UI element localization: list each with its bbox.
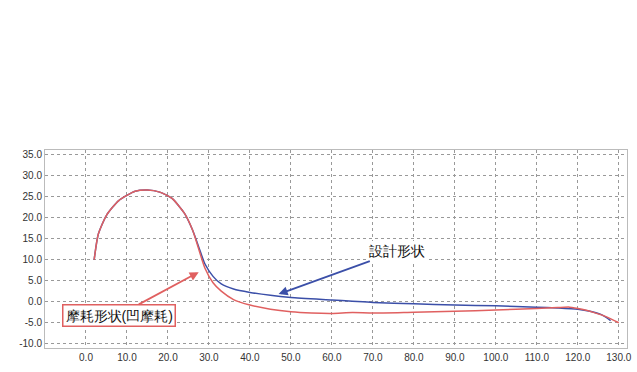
svg-text:設計形状: 設計形状 [369, 243, 425, 259]
svg-text:130.0: 130.0 [606, 352, 631, 363]
svg-text:20.0: 20.0 [23, 212, 43, 223]
svg-text:60.0: 60.0 [322, 352, 342, 363]
svg-text:0.0: 0.0 [79, 352, 93, 363]
svg-text:10.0: 10.0 [117, 352, 137, 363]
svg-text:80.0: 80.0 [404, 352, 424, 363]
svg-text:0.0: 0.0 [28, 296, 42, 307]
svg-text:40.0: 40.0 [240, 352, 260, 363]
svg-text:5.0: 5.0 [28, 275, 42, 286]
svg-text:-10.0: -10.0 [19, 338, 42, 349]
svg-text:20.0: 20.0 [158, 352, 178, 363]
svg-text:50.0: 50.0 [281, 352, 301, 363]
svg-text:120.0: 120.0 [565, 352, 590, 363]
svg-text:10.0: 10.0 [23, 254, 43, 265]
svg-text:35.0: 35.0 [23, 149, 43, 160]
svg-text:30.0: 30.0 [23, 170, 43, 181]
svg-text:15.0: 15.0 [23, 233, 43, 244]
svg-text:100.0: 100.0 [483, 352, 508, 363]
svg-text:摩耗形状(凹摩耗): 摩耗形状(凹摩耗) [66, 308, 173, 324]
svg-text:30.0: 30.0 [199, 352, 219, 363]
svg-text:70.0: 70.0 [363, 352, 383, 363]
svg-text:90.0: 90.0 [445, 352, 465, 363]
svg-text:25.0: 25.0 [23, 191, 43, 202]
svg-text:-5.0: -5.0 [25, 317, 43, 328]
svg-text:110.0: 110.0 [525, 352, 550, 363]
